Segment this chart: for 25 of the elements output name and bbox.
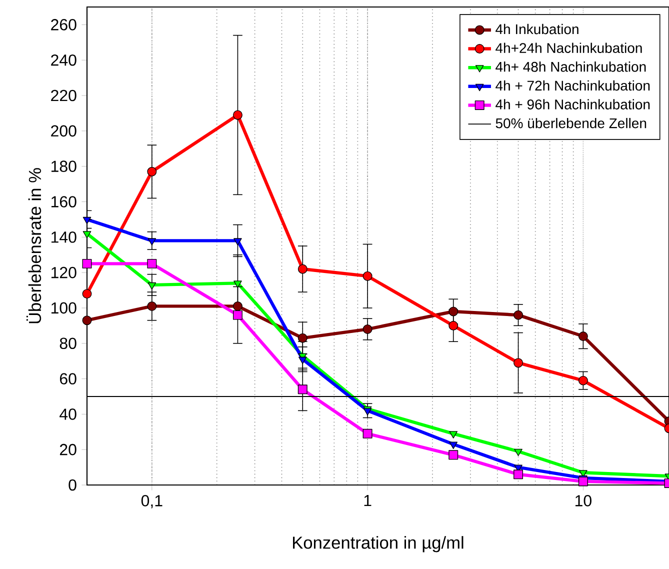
y-tick-label: 140	[51, 231, 76, 243]
legend-label: 4h + 96h Nachinkubation	[496, 99, 650, 110]
y-tick-label: 200	[51, 125, 76, 137]
y-tick-label: 80	[60, 338, 76, 350]
x-tick-label: 10	[576, 495, 592, 506]
y-tick-label: 0	[68, 479, 76, 491]
y-tick-label: 40	[60, 408, 76, 420]
x-tick-label: 1	[364, 495, 372, 506]
y-tick-label: 60	[60, 373, 76, 384]
y-tick-label: 180	[51, 160, 76, 172]
legend-label: 50% überlebende Zellen	[496, 118, 646, 128]
y-axis-title: Überlebensrate in %	[26, 168, 42, 324]
y-tick-label: 120	[51, 266, 76, 278]
legend-label: 4h Inkubation	[496, 24, 578, 34]
y-tick-label: 240	[51, 54, 76, 66]
legend-label: 4h + 72h Nachinkubation	[496, 80, 650, 91]
y-tick-label: 20	[60, 444, 76, 456]
x-axis-title: Konzentration in µg/ml	[293, 536, 464, 552]
x-tick-label: 0,1	[141, 495, 162, 508]
legend-label: 4h+ 48h Nachinkubation	[496, 62, 646, 72]
legend-label: 4h+24h Nachinkubation	[496, 42, 642, 54]
y-tick-label: 260	[51, 19, 76, 30]
y-tick-label: 160	[51, 196, 76, 208]
y-tick-label: 100	[51, 302, 76, 314]
y-tick-label: 220	[51, 90, 76, 102]
